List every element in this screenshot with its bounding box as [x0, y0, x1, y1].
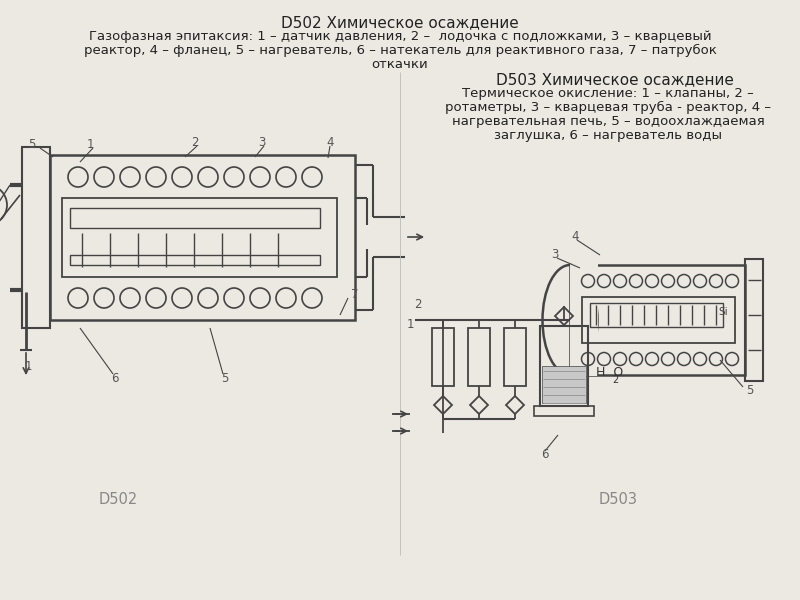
- Bar: [70, 255, 320, 265]
- Text: 2: 2: [191, 136, 198, 149]
- Text: Si: Si: [718, 307, 728, 317]
- Bar: [745, 259, 763, 381]
- Text: D503: D503: [598, 493, 638, 508]
- Text: 4: 4: [326, 136, 334, 149]
- Text: H  O: H O: [596, 367, 624, 379]
- Text: Газофазная эпитаксия: 1 – датчик давления, 2 –  лодочка с подложками, 3 – кварце: Газофазная эпитаксия: 1 – датчик давлени…: [89, 30, 711, 43]
- Text: 1: 1: [86, 139, 94, 151]
- Text: заглушка, 6 – нагреватель воды: заглушка, 6 – нагреватель воды: [494, 129, 722, 142]
- Text: 3: 3: [258, 136, 266, 149]
- Text: 4: 4: [571, 230, 578, 244]
- Text: 5: 5: [222, 371, 229, 385]
- Bar: [62, 198, 337, 277]
- Bar: [570, 264, 598, 376]
- Bar: [22, 147, 50, 328]
- Bar: [70, 208, 320, 228]
- Bar: [582, 297, 735, 343]
- Text: 3: 3: [551, 248, 558, 262]
- Text: 5: 5: [28, 139, 36, 151]
- Bar: [468, 328, 490, 386]
- Bar: [570, 265, 745, 375]
- Bar: [432, 328, 454, 386]
- Text: 2: 2: [612, 375, 618, 385]
- Bar: [534, 406, 594, 416]
- Bar: [542, 366, 586, 403]
- Text: 7: 7: [351, 289, 358, 301]
- Text: реактор, 4 – фланец, 5 – нагреватель, 6 – натекатель для реактивного газа, 7 – п: реактор, 4 – фланец, 5 – нагреватель, 6 …: [83, 44, 717, 57]
- Text: откачки: откачки: [372, 58, 428, 71]
- Text: Термическое окисление: 1 – клапаны, 2 –: Термическое окисление: 1 – клапаны, 2 –: [462, 87, 754, 100]
- Bar: [504, 328, 526, 386]
- Text: 1: 1: [24, 361, 32, 373]
- Text: 5: 5: [746, 383, 754, 397]
- Text: ротаметры, 3 – кварцевая труба - реактор, 4 –: ротаметры, 3 – кварцевая труба - реактор…: [445, 101, 771, 114]
- Bar: [50, 155, 355, 320]
- Text: 1: 1: [406, 319, 414, 331]
- Bar: [540, 326, 588, 406]
- Text: D503 Химическое осаждение: D503 Химическое осаждение: [496, 72, 734, 87]
- Text: 6: 6: [542, 449, 549, 461]
- Bar: [590, 303, 723, 327]
- Text: D502 Химическое осаждение: D502 Химическое осаждение: [281, 15, 519, 30]
- Text: D502: D502: [98, 493, 138, 508]
- Text: 2: 2: [414, 298, 422, 311]
- Text: 6: 6: [111, 371, 118, 385]
- Text: нагревательная печь, 5 – водоохлаждаемая: нагревательная печь, 5 – водоохлаждаемая: [452, 115, 764, 128]
